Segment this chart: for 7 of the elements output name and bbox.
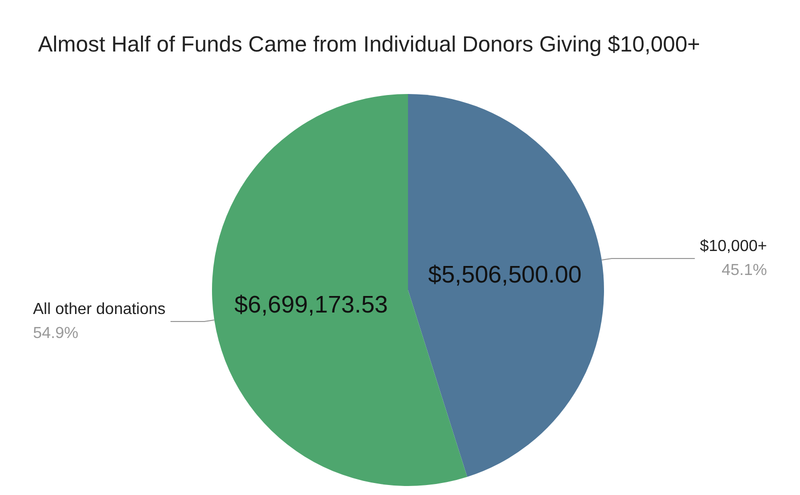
data-label: $6,699,173.53 xyxy=(234,291,388,318)
chart-title: Almost Half of Funds Came from Individual Donors Giving $10,000+ xyxy=(38,32,700,56)
slice-label: $10,000+ xyxy=(700,238,767,256)
text: 45.1% xyxy=(722,262,767,280)
text: 54.9% xyxy=(33,324,78,342)
data-label: $5,506,500.00 xyxy=(428,262,582,289)
slice-label: All other donations xyxy=(33,300,166,318)
